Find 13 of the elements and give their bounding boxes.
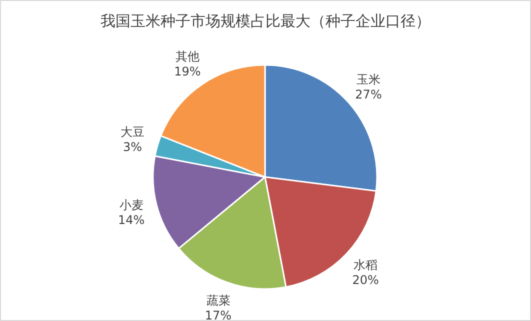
data-label: 19%: [174, 64, 201, 78]
data-label: 17%: [204, 308, 232, 321]
data-label: 3%: [122, 140, 142, 154]
slice-label: 其他: [175, 49, 200, 64]
data-label: 14%: [118, 212, 145, 227]
slice-label: 水稻: [354, 258, 378, 272]
chart-title: 我国玉米种子市场规模占比最大（种子企业口径）: [100, 12, 430, 30]
slice-label: 小麦: [119, 198, 144, 212]
slice-label: 大豆: [120, 125, 144, 140]
data-label: 27%: [355, 87, 382, 102]
data-label: 20%: [352, 273, 379, 288]
slice-label: 玉米: [356, 72, 381, 86]
slice-label: 蔬菜: [206, 293, 230, 308]
